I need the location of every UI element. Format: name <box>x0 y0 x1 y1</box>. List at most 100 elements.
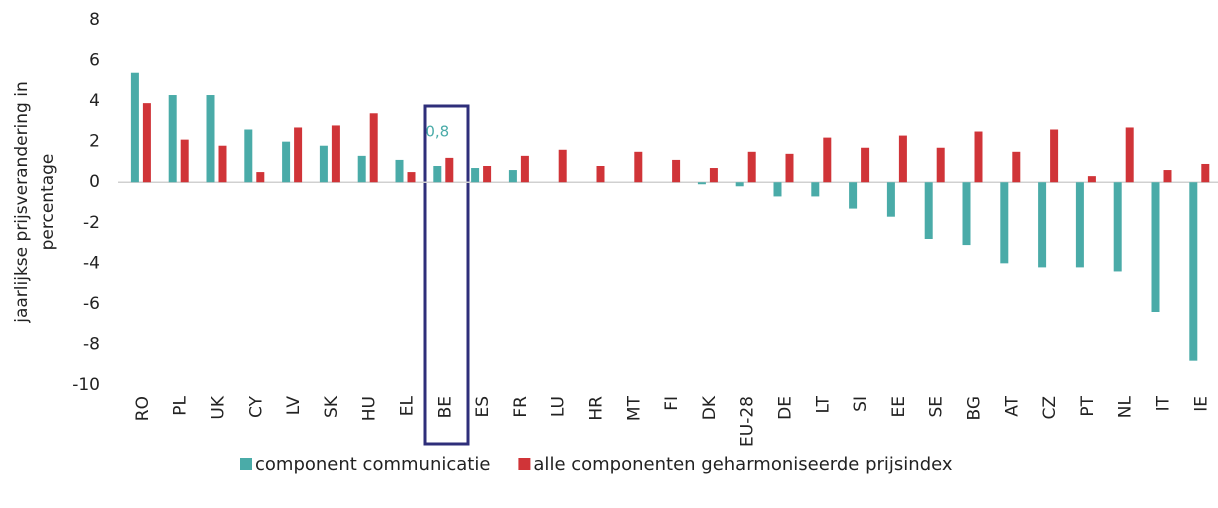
x-tick-label: NL <box>1116 395 1136 418</box>
bar <box>395 159 404 183</box>
bar <box>1201 163 1210 183</box>
bar <box>508 170 517 183</box>
x-tick-label: BG <box>965 396 985 421</box>
x-tick-label: SE <box>927 396 947 418</box>
x-tick-label: FR <box>511 396 531 418</box>
x-tick-label: BE <box>435 396 455 418</box>
y-axis-label: percentage <box>38 154 58 251</box>
bar <box>331 125 340 183</box>
bar <box>962 182 971 246</box>
x-tick-label: UK <box>209 395 229 419</box>
x-tick-label: ES <box>473 396 493 418</box>
bar <box>1189 182 1198 361</box>
legend-swatch <box>518 458 531 470</box>
x-tick-label: DE <box>776 396 796 420</box>
bar <box>471 168 480 183</box>
x-tick-label: PL <box>171 395 191 415</box>
y-tick-label: 2 <box>89 132 100 152</box>
bar <box>369 113 378 183</box>
bar <box>445 157 454 183</box>
bar <box>1125 127 1134 183</box>
bar <box>357 155 366 183</box>
bar <box>709 168 718 183</box>
x-tick-label: IE <box>1191 396 1211 412</box>
bar <box>294 127 303 183</box>
x-tick-label: FI <box>662 396 682 411</box>
legend-swatch <box>240 458 252 470</box>
legend-label: component communicatie <box>255 454 490 475</box>
bar <box>218 145 227 183</box>
bar <box>1050 129 1059 183</box>
x-tick-label: MT <box>624 395 644 421</box>
x-tick-label: RO <box>133 396 153 421</box>
y-tick-label: 4 <box>89 91 100 111</box>
x-tick-label: EE <box>889 396 909 417</box>
x-tick-label: HU <box>360 396 380 421</box>
bar <box>634 151 643 183</box>
bar <box>861 147 870 183</box>
x-tick-label: HR <box>587 396 607 421</box>
y-axis-label: jaarlijkse prijsverandering in <box>12 81 32 324</box>
bar <box>1113 182 1122 272</box>
y-tick-label: 6 <box>89 51 100 71</box>
bar <box>697 182 706 185</box>
bar <box>520 155 529 183</box>
x-tick-label: EL <box>398 395 418 416</box>
y-tick-label: -10 <box>72 375 100 395</box>
bar <box>433 166 442 183</box>
x-tick-label: CY <box>246 395 266 418</box>
bar <box>735 182 744 187</box>
bar <box>1075 182 1084 268</box>
x-tick-label: PT <box>1078 395 1098 416</box>
x-tick-label: SK <box>322 395 342 418</box>
y-tick-label: -4 <box>83 253 100 273</box>
x-tick-label: DK <box>700 395 720 420</box>
bar <box>849 182 858 209</box>
x-tick-label: EU-28 <box>738 396 758 447</box>
bar <box>206 95 215 183</box>
data-label: 0,8 <box>425 123 449 141</box>
bar <box>1038 182 1047 268</box>
x-tick-label: IT <box>1154 395 1174 411</box>
bar <box>282 141 291 183</box>
x-tick-label: LV <box>284 396 304 416</box>
y-tick-label: -6 <box>83 294 100 314</box>
bar <box>886 182 895 217</box>
x-tick-label: LU <box>549 396 569 417</box>
bar <box>483 166 492 183</box>
x-tick-label: CZ <box>1040 396 1060 420</box>
bar <box>1012 151 1021 183</box>
bar <box>1087 176 1096 183</box>
bar <box>823 137 832 183</box>
y-tick-label: 8 <box>89 10 100 30</box>
bar <box>142 103 151 183</box>
bar <box>936 147 945 183</box>
bar <box>256 172 265 183</box>
y-tick-label: -2 <box>83 213 100 233</box>
bar <box>974 131 983 183</box>
y-tick-label: 0 <box>89 172 100 192</box>
bar <box>244 129 253 183</box>
highlight-box <box>423 104 470 446</box>
bar <box>130 72 139 183</box>
bar <box>558 149 567 183</box>
bar <box>811 182 820 197</box>
bar <box>180 139 189 183</box>
bar <box>747 151 756 183</box>
bar <box>319 145 328 183</box>
bar <box>898 135 907 183</box>
y-tick-label: -8 <box>83 334 100 354</box>
x-tick-label: SI <box>851 396 871 412</box>
bar <box>1151 182 1160 312</box>
bar <box>596 166 605 183</box>
legend-label: alle componenten geharmoniseerde prijsin… <box>533 454 952 475</box>
bar <box>1000 182 1009 264</box>
x-tick-label: LT <box>813 395 833 413</box>
bar <box>785 153 794 183</box>
bar <box>773 182 782 197</box>
bar <box>672 159 681 183</box>
bar <box>407 172 416 183</box>
bar <box>1163 170 1172 183</box>
bar <box>924 182 933 239</box>
